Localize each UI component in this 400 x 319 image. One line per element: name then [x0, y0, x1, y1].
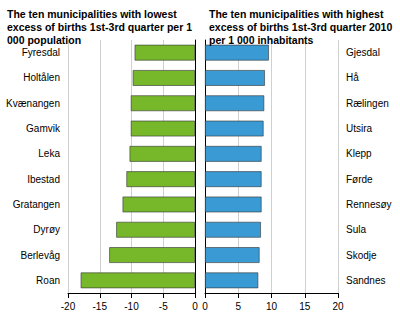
svg-text:per 1 000 inhabitants: per 1 000 inhabitants: [209, 34, 314, 46]
svg-text:-5: -5: [159, 301, 168, 312]
svg-text:Førde: Førde: [346, 174, 373, 185]
svg-text:Roan: Roan: [36, 275, 60, 286]
svg-text:000 population: 000 population: [7, 34, 81, 46]
svg-text:-15: -15: [93, 301, 108, 312]
svg-text:The ten municipalities with lo: The ten municipalities with lowest: [7, 8, 180, 20]
svg-text:Skodje: Skodje: [346, 250, 377, 261]
svg-text:excess of births 1st-3rd quart: excess of births 1st-3rd quarter 2010: [209, 21, 395, 33]
svg-text:20: 20: [332, 301, 344, 312]
svg-text:Klepp: Klepp: [346, 148, 372, 159]
svg-text:5: 5: [235, 301, 241, 312]
svg-text:-10: -10: [124, 301, 139, 312]
svg-text:Sandnes: Sandnes: [346, 275, 385, 286]
svg-text:The ten municipalities with hi: The ten municipalities with highest: [209, 8, 386, 20]
svg-text:Rennesøy: Rennesøy: [346, 199, 392, 210]
svg-text:Kvænangen: Kvænangen: [6, 98, 60, 109]
svg-text:Hå: Hå: [346, 72, 359, 83]
svg-text:Gamvik: Gamvik: [26, 123, 61, 134]
svg-text:Berlevåg: Berlevåg: [21, 250, 60, 261]
svg-text:10: 10: [266, 301, 278, 312]
svg-text:-20: -20: [61, 301, 76, 312]
svg-text:Fyresdal: Fyresdal: [22, 47, 60, 58]
svg-text:0: 0: [202, 301, 208, 312]
svg-text:Gratangen: Gratangen: [13, 199, 60, 210]
svg-text:15: 15: [299, 301, 311, 312]
svg-text:Rælingen: Rælingen: [346, 98, 389, 109]
svg-text:Ibestad: Ibestad: [27, 174, 60, 185]
svg-text:0: 0: [192, 301, 198, 312]
svg-text:Dyrøy: Dyrøy: [33, 224, 60, 235]
svg-text:Leka: Leka: [38, 148, 60, 159]
svg-text:Gjesdal: Gjesdal: [346, 47, 380, 58]
svg-text:Holtålen: Holtålen: [23, 72, 60, 83]
svg-text:Sula: Sula: [346, 224, 366, 235]
svg-text:Utsira: Utsira: [346, 123, 373, 134]
svg-text:excess of births 1st-3rd quart: excess of births 1st-3rd quarter per 1: [7, 21, 195, 33]
